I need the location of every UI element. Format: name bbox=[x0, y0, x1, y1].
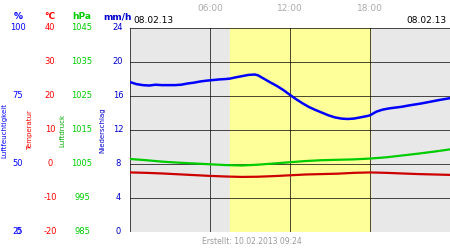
Text: -10: -10 bbox=[43, 194, 57, 202]
Text: Luftdruck: Luftdruck bbox=[59, 114, 65, 146]
Text: mm/h: mm/h bbox=[104, 12, 132, 21]
Text: 75: 75 bbox=[13, 92, 23, 100]
Text: 100: 100 bbox=[10, 24, 26, 32]
Text: 1035: 1035 bbox=[72, 58, 93, 66]
Text: 0: 0 bbox=[115, 228, 121, 236]
Text: 1045: 1045 bbox=[72, 24, 93, 32]
Text: 08.02.13: 08.02.13 bbox=[407, 16, 447, 25]
Text: 4: 4 bbox=[115, 194, 121, 202]
Text: Temperatur: Temperatur bbox=[27, 110, 33, 150]
Bar bbox=[230, 28, 370, 232]
Text: 1005: 1005 bbox=[72, 160, 93, 168]
Text: 24: 24 bbox=[113, 24, 123, 32]
Text: -20: -20 bbox=[43, 228, 57, 236]
Text: Luftfeuchtigkeit: Luftfeuchtigkeit bbox=[1, 102, 7, 158]
Text: 1025: 1025 bbox=[72, 92, 93, 100]
Text: 0: 0 bbox=[47, 160, 53, 168]
Text: 12:00: 12:00 bbox=[277, 4, 303, 13]
Text: 50: 50 bbox=[13, 160, 23, 168]
Text: Erstellt: 10.02.2013 09:24: Erstellt: 10.02.2013 09:24 bbox=[202, 236, 302, 246]
Text: 20: 20 bbox=[113, 58, 123, 66]
Text: °C: °C bbox=[45, 12, 55, 21]
Text: 16: 16 bbox=[112, 92, 123, 100]
Text: 18:00: 18:00 bbox=[357, 4, 383, 13]
Text: 985: 985 bbox=[74, 228, 90, 236]
Text: 40: 40 bbox=[45, 24, 55, 32]
Text: 20: 20 bbox=[45, 92, 55, 100]
Text: 30: 30 bbox=[45, 58, 55, 66]
Text: 8: 8 bbox=[115, 160, 121, 168]
Text: 1015: 1015 bbox=[72, 126, 93, 134]
Text: %: % bbox=[14, 12, 22, 21]
Text: Niederschlag: Niederschlag bbox=[99, 107, 105, 153]
Text: 08.02.13: 08.02.13 bbox=[133, 16, 173, 25]
Text: 995: 995 bbox=[74, 194, 90, 202]
Text: 12: 12 bbox=[113, 126, 123, 134]
Text: 25: 25 bbox=[13, 228, 23, 236]
Text: 10: 10 bbox=[45, 126, 55, 134]
Text: 06:00: 06:00 bbox=[197, 4, 223, 13]
Text: hPa: hPa bbox=[72, 12, 91, 21]
Text: 0: 0 bbox=[15, 228, 21, 236]
